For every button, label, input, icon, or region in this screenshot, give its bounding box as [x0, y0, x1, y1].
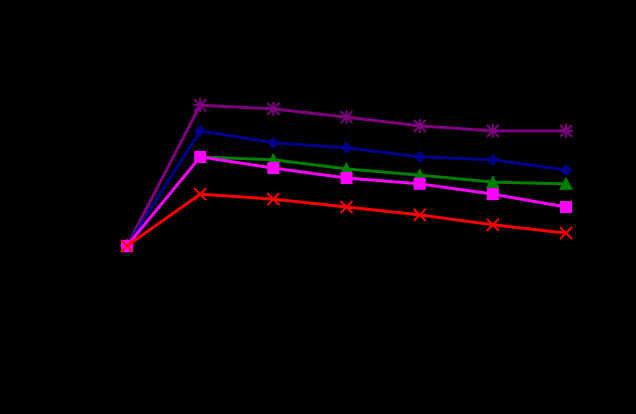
marker: [412, 118, 427, 133]
marker: [339, 200, 354, 214]
marker: [340, 172, 353, 185]
marker: [486, 153, 499, 166]
marker: [485, 123, 500, 138]
marker: [266, 101, 281, 116]
marker: [559, 226, 573, 240]
marker: [120, 239, 134, 253]
marker: [340, 141, 353, 154]
marker: [413, 177, 426, 190]
marker: [486, 188, 499, 201]
marker: [486, 218, 500, 232]
marker: [193, 98, 208, 113]
marker: [559, 176, 573, 190]
marker: [267, 136, 280, 149]
marker: [559, 123, 573, 138]
marker: [560, 201, 572, 213]
marker: [194, 150, 207, 163]
marker: [413, 150, 426, 163]
marker: [339, 161, 354, 175]
marker: [193, 187, 207, 201]
marker: [339, 110, 354, 125]
marker: [267, 162, 280, 175]
marker: [194, 124, 207, 137]
marker: [485, 175, 500, 189]
marker: [560, 164, 572, 177]
marker: [266, 192, 281, 206]
marker: [412, 208, 427, 222]
